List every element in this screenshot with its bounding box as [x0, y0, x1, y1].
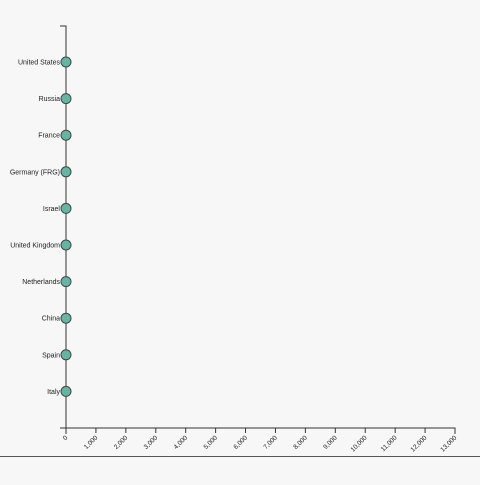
lollipop-point	[60, 239, 72, 251]
x-tick-label: 9,000	[322, 434, 339, 451]
y-tick-label: Russia	[39, 96, 61, 103]
x-tick-label: 1,000	[83, 434, 100, 451]
x-tick-label: 6,000	[232, 434, 249, 451]
y-tick-label: United States	[18, 60, 61, 67]
x-tick-label: 4,000	[173, 434, 190, 451]
lollipop-point	[60, 93, 72, 105]
y-tick-label: Italy	[47, 389, 60, 396]
x-tick-label: 11,000	[380, 434, 399, 453]
x-tick-label: 5,000	[203, 434, 220, 451]
x-axis-line	[65, 427, 456, 434]
lollipop-point	[60, 56, 72, 68]
y-tick-label: Spain	[42, 352, 60, 359]
lollipop-point	[60, 166, 72, 178]
x-tick-label: 0	[62, 434, 70, 442]
x-tick-label: 2,000	[113, 434, 130, 451]
y-axis	[60, 25, 67, 429]
x-tick-label: 7,000	[262, 434, 279, 451]
y-axis-line	[60, 25, 67, 429]
lollipop-point	[60, 349, 72, 361]
x-tick-label: 12,000	[409, 434, 428, 453]
y-tick-label: Israel	[43, 206, 61, 213]
x-axis: 0 1,000 2,000 3,000 4,000 5,000 6,000 7,000 8,00…	[62, 427, 459, 453]
y-tick-label: Netherlands	[22, 279, 60, 286]
lollipop-point	[60, 385, 72, 397]
y-tick-label: United Kingdom	[10, 243, 60, 250]
lollipop-point	[60, 129, 72, 141]
lollipop-point	[60, 312, 72, 324]
y-tick-label: Germany (FRG)	[10, 169, 60, 176]
x-tick-label: 3,000	[143, 434, 160, 451]
bottom-divider	[0, 456, 480, 457]
lollipop-point	[60, 276, 72, 288]
y-tick-label: China	[42, 316, 60, 323]
y-tick-label: France	[38, 133, 60, 140]
x-tick-label: 8,000	[292, 434, 309, 451]
x-tick-label: 10,000	[350, 434, 369, 453]
x-tick-label: 13,000	[439, 434, 458, 453]
lollipop-point	[60, 202, 72, 214]
